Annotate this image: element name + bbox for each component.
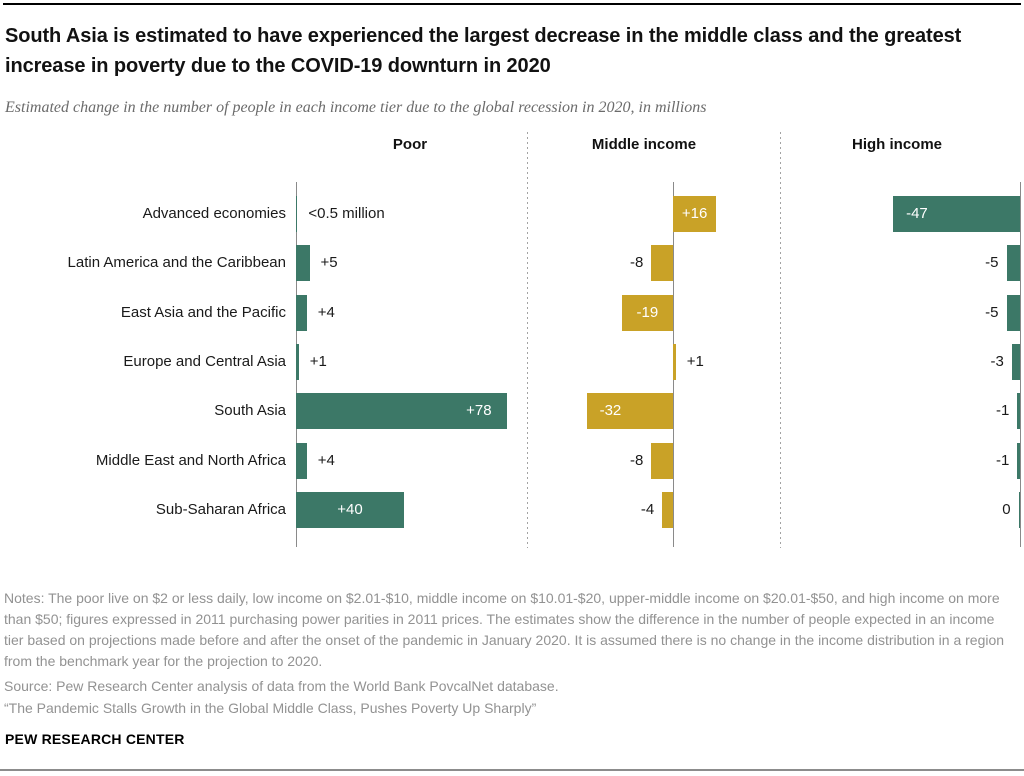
bar-value-label: -32: [599, 402, 622, 420]
bar-value-label: -8: [630, 254, 644, 272]
region-label-europe-and-central-asia: Europe and Central Asia: [123, 352, 286, 370]
bar-high-income-middle-east-and-north-africa: [1017, 442, 1020, 479]
bar-value-label: +16: [681, 205, 708, 222]
bar-value-label: -1: [995, 402, 1010, 420]
bar-middle-income-east-asia-and-the-pacific: [621, 294, 673, 331]
bar-value-label: 0: [1002, 500, 1011, 518]
bar-high-income-advanced-economies: [893, 196, 1020, 232]
bar-value-label: +5: [320, 254, 338, 272]
chart-subtitle: Estimated change in the number of people…: [5, 99, 707, 116]
bar-value-label: +78: [466, 402, 492, 420]
pew-wordmark: PEW RESEARCH CENTER: [5, 731, 185, 747]
panel-header-poor: Poor: [392, 136, 428, 153]
bar-value-label: <0.5 million: [308, 205, 385, 222]
bar-poor-advanced-economies: [296, 196, 298, 232]
region-label-east-asia-and-the-pacific: East Asia and the Pacific: [120, 303, 286, 321]
bar-value-label: +1: [686, 352, 704, 370]
report-title: “The Pandemic Stalls Growth in the Globa…: [4, 700, 537, 716]
bar-poor-sub-saharan-africa: [296, 491, 404, 528]
bar-high-income-south-asia: [1017, 393, 1020, 430]
region-label-sub-saharan-africa: Sub-Saharan Africa: [155, 500, 286, 518]
bar-high-income-sub-saharan-africa: [1018, 491, 1020, 528]
panel-divider: [780, 132, 781, 548]
notes-text: Notes: The poor live on $2 or less daily…: [4, 590, 1005, 669]
bar-poor-europe-and-central-asia: [296, 343, 299, 380]
region-label-middle-east-and-north-africa: Middle East and North Africa: [95, 451, 286, 469]
bar-value-label: +1: [309, 352, 327, 370]
bar-value-label: -1: [995, 451, 1010, 469]
bar-value-label: -8: [630, 451, 644, 469]
panel-header-high-income: High income: [851, 136, 943, 153]
bar-poor-east-asia-and-the-pacific: [296, 294, 307, 331]
bar-high-income-east-asia-and-the-pacific: [1006, 294, 1020, 331]
bar-value-label: -5: [985, 254, 999, 272]
bar-value-label: -3: [990, 352, 1004, 370]
bar-poor-south-asia: [296, 393, 507, 430]
bar-high-income-europe-and-central-asia: [1011, 343, 1020, 380]
top-rule: [3, 3, 1021, 5]
bottom-rule: [0, 769, 1024, 771]
bar-middle-income-latin-america-and-the-caribbean: [651, 245, 673, 282]
region-label-advanced-economies: Advanced economies: [142, 205, 286, 222]
axis-line-high-income: [1020, 182, 1021, 547]
bar-value-label: -5: [985, 303, 999, 321]
source-text: Source: Pew Research Center analysis of …: [4, 678, 559, 694]
bar-poor-middle-east-and-north-africa: [296, 442, 307, 479]
bar-value-label: +4: [317, 303, 335, 321]
grouped-bar-chart: Poor Middle income High income Advanced eco…: [0, 130, 1024, 552]
bar-value-label: -4: [640, 500, 655, 518]
bar-high-income-latin-america-and-the-caribbean: [1006, 245, 1020, 282]
bar-middle-income-sub-saharan-africa: [662, 491, 673, 528]
bar-value-label: -47: [906, 205, 928, 222]
bar-value-label: +40: [337, 500, 363, 518]
bar-middle-income-south-asia: [586, 393, 673, 430]
region-label-latin-america-and-the-caribbean: Latin America and the Caribbean: [67, 254, 286, 272]
bar-poor-latin-america-and-the-caribbean: [296, 245, 310, 282]
panel-divider: [527, 132, 528, 548]
bar-middle-income-middle-east-and-north-africa: [651, 442, 673, 479]
panel-header-middle-income: Middle income: [591, 136, 697, 153]
bar-middle-income-advanced-economies: [673, 196, 717, 232]
bar-value-label: -19: [636, 303, 659, 321]
region-label-south-asia: South Asia: [214, 402, 286, 420]
bar-middle-income-europe-and-central-asia: [673, 343, 676, 380]
page-title: South Asia is estimated to have experien…: [5, 25, 962, 77]
bar-value-label: +4: [317, 451, 335, 469]
